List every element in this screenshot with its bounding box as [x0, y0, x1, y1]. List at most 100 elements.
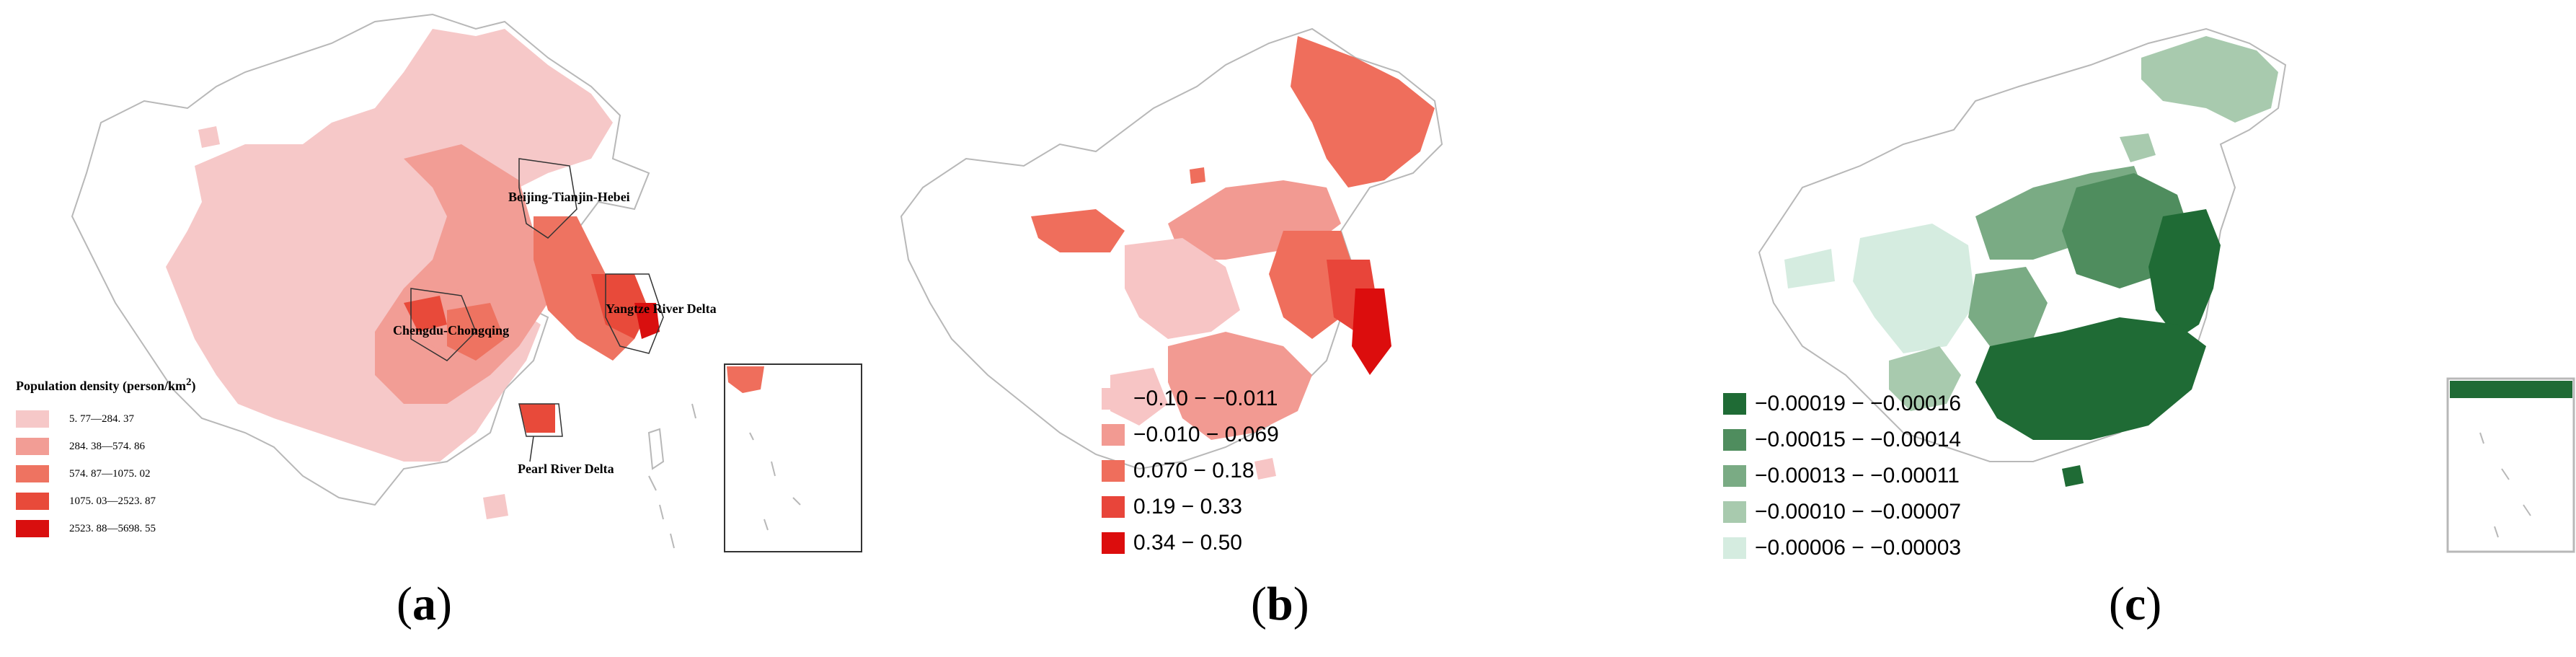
class-3-northeast [1291, 36, 1435, 188]
caption-open: ( [1251, 578, 1267, 630]
legend-item-4: 1075. 03—2523. 87 [16, 488, 196, 515]
legend-title-sup: 2 [186, 376, 192, 388]
class-5-coast [1352, 288, 1391, 375]
inset-islands-b [749, 432, 801, 531]
panel-b-map: −0.10 − −0.011 −0.010 − 0.069 0.070 − 0.… [721, 0, 1730, 630]
caption-a: (a) [397, 577, 452, 632]
legend-title: Population density (person/km2) [16, 376, 196, 394]
legend-title-main: Population density (person/km [16, 379, 187, 393]
class-1-south [1975, 317, 2206, 440]
legend-c-swatch-5 [1723, 537, 1746, 559]
legend-b-label-2: −0.010 − 0.069 [1133, 423, 1279, 446]
caption-letter: b [1266, 578, 1293, 630]
legend-c-item-5: −0.00006 − −0.00003 [1723, 530, 1961, 566]
class-3-central [1968, 267, 2048, 346]
legend-label-1: 5. 77—284. 37 [69, 413, 134, 425]
panel-c-map: −0.00019 − −0.00016 −0.00015 − −0.00014 … [1716, 0, 2576, 630]
legend-c-item-1: −0.00019 − −0.00016 [1723, 386, 1961, 422]
class-3-west [1031, 209, 1125, 252]
panel-a-population-density: Beijing-Tianjin-Hebei Yangtze River Delt… [0, 0, 865, 630]
legend-item-2: 284. 38—574. 86 [16, 433, 196, 460]
legend-label-4: 1075. 03—2523. 87 [69, 495, 156, 507]
class-4-beijing [2120, 133, 2156, 162]
density-class-4-prd [519, 404, 555, 433]
class-4-northeast [2141, 36, 2278, 123]
legend-b-label-3: 0.070 − 0.18 [1133, 459, 1254, 482]
legend-c-label-5: −0.00006 − −0.00003 [1755, 536, 1962, 560]
legend-b-item-5: 0.34 − 0.50 [1102, 525, 1279, 561]
legend-item-3: 574. 87—1075. 02 [16, 460, 196, 488]
label-yangtze-river-delta: Yangtze River Delta [606, 301, 717, 316]
legend-b-item-4: 0.19 − 0.33 [1102, 489, 1279, 525]
caption-close: ) [1293, 578, 1309, 630]
legend-b-swatch-3 [1102, 460, 1125, 482]
china-map-population-density [71, 13, 696, 549]
inset-islands-c [2479, 432, 2531, 538]
legend-b-swatch-5 [1102, 532, 1125, 554]
legend-c-item-4: −0.00010 − −0.00007 [1723, 494, 1961, 530]
island-hainan [483, 494, 508, 519]
region-outline-prd [518, 403, 563, 437]
legend-swatch-4 [16, 493, 49, 510]
region-outline-yrd [605, 273, 664, 354]
legend-b-swatch-1 [1102, 388, 1125, 410]
inset-fill-c [2450, 381, 2572, 398]
legend-label-2: 284. 38—574. 86 [69, 440, 145, 452]
legend-label-5: 2523. 88—5698. 55 [69, 522, 156, 534]
class-1-southwest [1110, 368, 1168, 425]
legend-c-item-2: −0.00015 − −0.00014 [1723, 422, 1961, 458]
legend-title-end: ) [191, 379, 196, 393]
legend-c-swatch-4 [1723, 501, 1746, 523]
class-5-west-strip [1784, 249, 1835, 288]
caption-letter: c [2124, 578, 2146, 630]
legend-swatch-2 [16, 438, 49, 455]
inset-frame-c [2446, 377, 2575, 553]
legend-b-label-1: −0.10 − −0.011 [1133, 387, 1278, 410]
region-outline-cc [410, 288, 477, 361]
legend-b-item-1: −0.10 − −0.011 [1102, 381, 1279, 417]
class-5-west [1853, 224, 1975, 353]
south-china-sea-dashes [648, 403, 696, 549]
class-1-east [2148, 209, 2221, 339]
legend-c-label-3: −0.00013 − −0.00011 [1755, 464, 1960, 488]
island-taiwan [647, 428, 665, 470]
inset-fill-b [727, 366, 764, 393]
legend-c-label-4: −0.00010 − −0.00007 [1755, 500, 1962, 524]
class-2-south [1168, 332, 1312, 440]
legend-swatch-3 [16, 465, 49, 482]
legend-item-1: 5. 77—284. 37 [16, 405, 196, 433]
caption-open: ( [2109, 578, 2125, 630]
island-hainan-c [2062, 465, 2084, 487]
legend-label-3: 574. 87—1075. 02 [69, 467, 151, 480]
legend-swatch-1 [16, 410, 49, 428]
legend-b-swatch-2 [1102, 424, 1125, 446]
label-chengdu-chongqing: Chengdu-Chongqing [393, 323, 510, 338]
caption-b: (b) [1251, 577, 1309, 632]
legend-c-label-1: −0.00019 − −0.00016 [1755, 392, 1962, 415]
legend-item-5: 2523. 88—5698. 55 [16, 515, 196, 542]
density-class-1-island [198, 126, 220, 148]
legend-b-label-5: 0.34 − 0.50 [1133, 531, 1242, 555]
legend-population-density: Population density (person/km2) 5. 77—28… [16, 376, 196, 542]
legend-c-swatch-2 [1723, 429, 1746, 451]
legend-c-swatch-3 [1723, 465, 1746, 487]
class-1-central [1125, 238, 1240, 339]
region-outline-bth [518, 158, 577, 239]
legend-b-item-2: −0.010 − 0.069 [1102, 417, 1279, 453]
class-4-south-west [1889, 346, 1961, 411]
label-pearl-river-delta: Pearl River Delta [518, 462, 614, 476]
china-map-b [724, 27, 1443, 552]
legend-b-swatch-4 [1102, 496, 1125, 518]
density-class-5-area [634, 303, 660, 339]
china-map-c [1758, 27, 2575, 553]
caption-close: ) [435, 578, 452, 630]
legend-b: −0.10 − −0.011 −0.010 − 0.069 0.070 − 0.… [1102, 381, 1279, 561]
label-beijing-tianjin-hebei: Beijing-Tianjin-Hebei [508, 190, 630, 204]
legend-c: −0.00019 − −0.00016 −0.00015 − −0.00014 … [1723, 386, 1961, 566]
caption-open: ( [397, 578, 412, 630]
legend-swatch-5 [16, 520, 49, 537]
caption-close: ) [2146, 578, 2162, 630]
legend-b-item-3: 0.070 − 0.18 [1102, 453, 1279, 489]
caption-letter: a [412, 578, 436, 630]
legend-c-item-3: −0.00013 − −0.00011 [1723, 458, 1961, 494]
